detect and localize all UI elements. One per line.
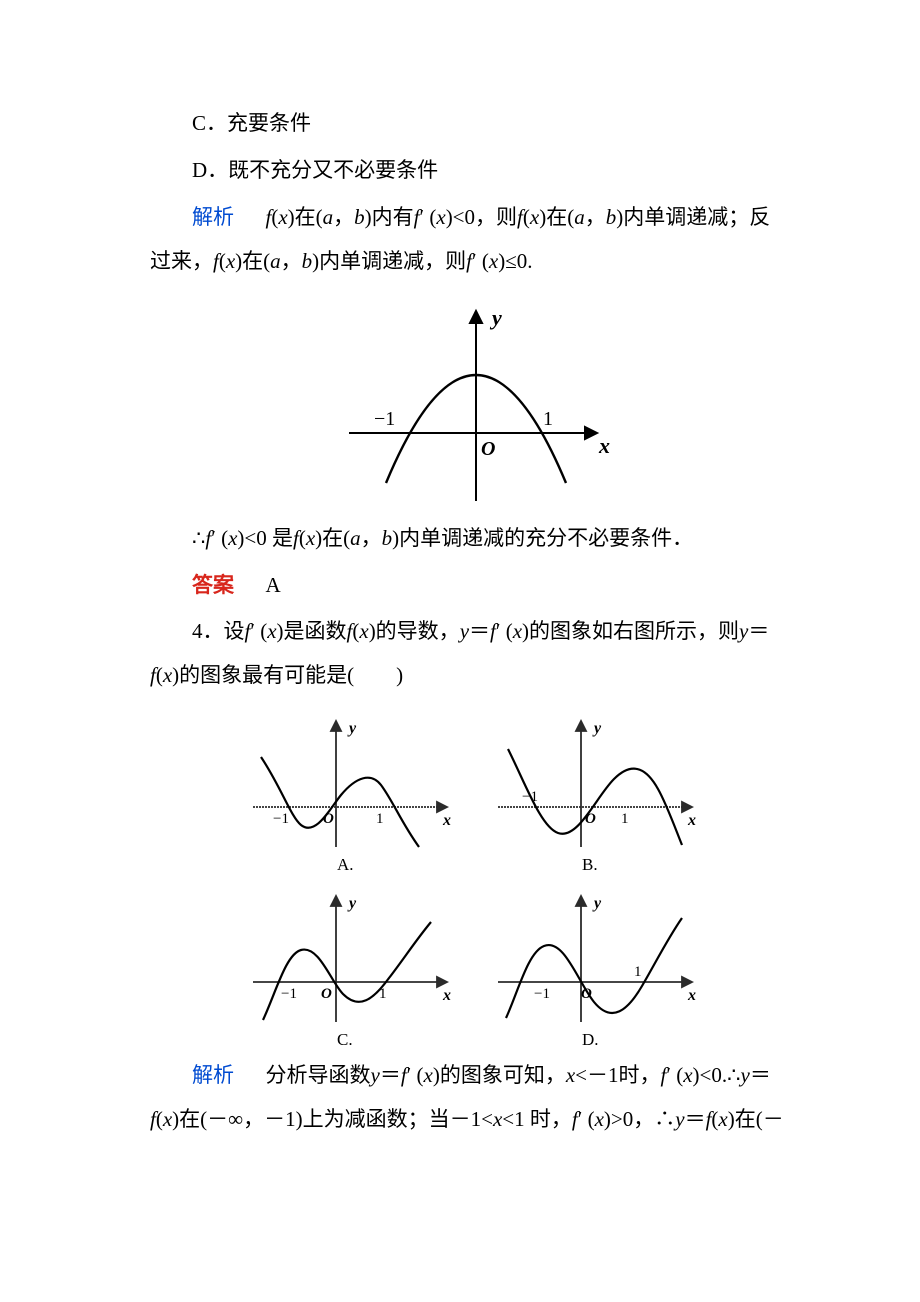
analysis-1b: 过来，f(x)在(a，b)内单调递减，则f′ (x)≤0. bbox=[150, 239, 802, 283]
analysis-label: 解析 bbox=[192, 205, 234, 229]
q4-line1: 4．设f′ (x)是函数f(x)的导数，y＝f′ (x)的图象如右图所示，则y＝ bbox=[150, 609, 802, 653]
pos1-label: 1 bbox=[543, 408, 553, 430]
panel-c-label: C. bbox=[337, 1030, 353, 1049]
svg-text:x: x bbox=[687, 812, 696, 829]
origin-label: O bbox=[481, 438, 495, 460]
svg-text:1: 1 bbox=[379, 986, 387, 1002]
svg-text:y: y bbox=[592, 895, 602, 912]
svg-text:−1: −1 bbox=[281, 986, 297, 1002]
option-d: D．既不充分又不必要条件 bbox=[150, 147, 802, 194]
svg-text:−1: −1 bbox=[534, 986, 550, 1002]
panel-a-label: A. bbox=[337, 855, 354, 874]
analysis-1: 解析 f(x)在(a，b)内有f′ (x)<0，则f(x)在(a，b)内单调递减… bbox=[150, 195, 802, 239]
svg-text:y: y bbox=[347, 720, 357, 737]
svg-text:1: 1 bbox=[376, 811, 384, 827]
panel-b-label: B. bbox=[582, 855, 598, 874]
svg-text:x: x bbox=[687, 987, 696, 1004]
svg-text:y: y bbox=[347, 895, 357, 912]
svg-text:−1: −1 bbox=[273, 811, 289, 827]
conclusion-1: ∴f′ (x)<0 是f(x)在(a，b)内单调递减的充分不必要条件． bbox=[150, 515, 802, 562]
svg-text:O: O bbox=[585, 811, 596, 827]
x-axis-label: x bbox=[598, 433, 610, 458]
neg1-label: −1 bbox=[374, 408, 395, 430]
svg-text:1: 1 bbox=[621, 811, 629, 827]
answer-line: 答案 A bbox=[150, 562, 802, 609]
svg-text:O: O bbox=[321, 986, 332, 1002]
analysis-2: 解析 分析导函数y＝f′ (x)的图象可知，x<－1时，f′ (x)<0.∴y＝ bbox=[150, 1053, 802, 1097]
analysis-2b: f(x)在(－∞，－1)上为减函数；当－1<x<1 时，f′ (x)>0，∴y＝… bbox=[150, 1097, 802, 1141]
option-c: C．充要条件 bbox=[150, 100, 802, 147]
svg-text:−1: −1 bbox=[522, 789, 538, 805]
svg-text:x: x bbox=[442, 987, 451, 1004]
answer-label: 答案 bbox=[192, 573, 234, 597]
q4-line2: f(x)的图象最有可能是( ) bbox=[150, 653, 802, 697]
y-axis-label: y bbox=[489, 305, 502, 330]
svg-text:x: x bbox=[442, 812, 451, 829]
svg-text:O: O bbox=[581, 986, 592, 1002]
answer-value: A bbox=[266, 573, 281, 597]
svg-text:O: O bbox=[323, 811, 334, 827]
analysis2-label: 解析 bbox=[192, 1063, 234, 1087]
options-grid: y x O −1 1 A. y x O −1 1 B. bbox=[241, 707, 711, 1049]
svg-text:y: y bbox=[592, 720, 602, 737]
parabola-graph: y x O −1 1 bbox=[331, 293, 621, 511]
svg-text:1: 1 bbox=[634, 964, 642, 980]
panel-d-label: D. bbox=[582, 1030, 599, 1049]
